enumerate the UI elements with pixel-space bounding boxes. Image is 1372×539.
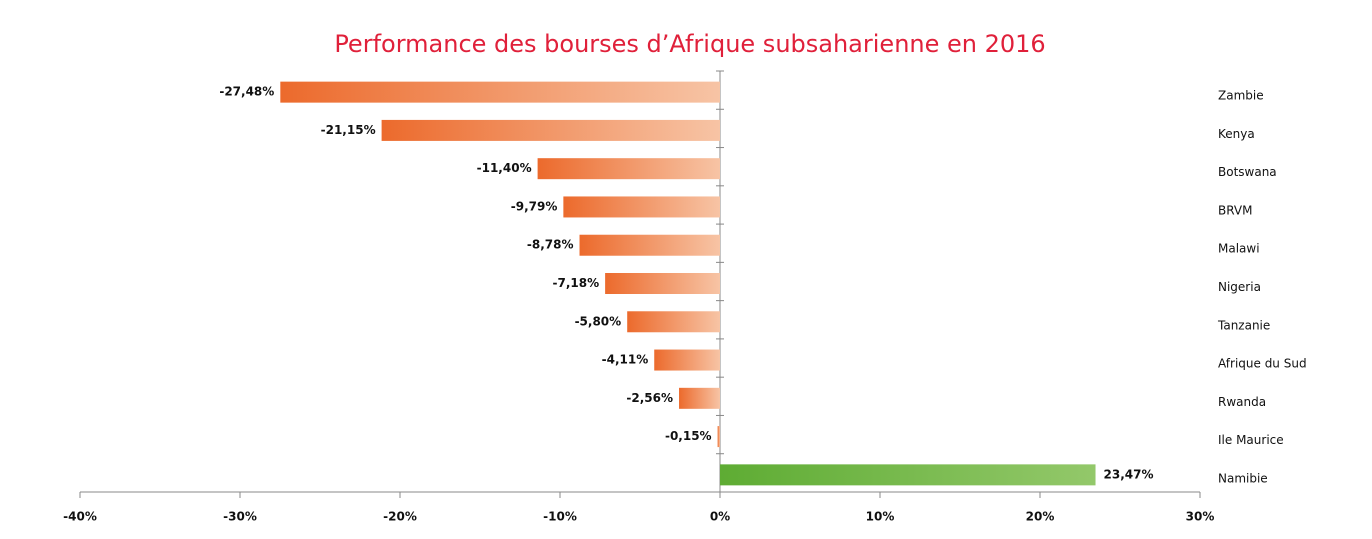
category-label: Botswana	[1218, 165, 1277, 179]
x-tick-label: -20%	[383, 510, 417, 524]
category-label: BRVM	[1218, 203, 1252, 217]
x-tick-label: 30%	[1186, 510, 1215, 524]
x-tick-label: -40%	[63, 510, 97, 524]
category-label: Nigeria	[1218, 280, 1261, 294]
x-tick-label: 20%	[1026, 510, 1055, 524]
value-label: -21,15%	[321, 123, 376, 137]
x-tick-label: 10%	[866, 510, 895, 524]
bar	[717, 426, 720, 448]
category-label: Rwanda	[1218, 395, 1266, 409]
category-label: Namibie	[1218, 471, 1268, 485]
bar	[627, 311, 720, 333]
x-tick-label: -10%	[543, 510, 577, 524]
category-label: Tanzanie	[1217, 318, 1270, 332]
bar	[579, 234, 720, 256]
value-label: -5,80%	[575, 314, 622, 328]
value-label: -9,79%	[511, 199, 558, 213]
value-label: -7,18%	[552, 276, 599, 290]
bar	[537, 158, 720, 180]
value-label: -27,48%	[219, 85, 274, 99]
value-label: -11,40%	[477, 161, 532, 175]
bar	[720, 464, 1096, 486]
value-label: -4,11%	[602, 353, 649, 367]
category-label: Afrique du Sud	[1218, 357, 1307, 371]
value-label: 23,47%	[1104, 467, 1154, 481]
category-label: Zambie	[1218, 89, 1264, 103]
category-label: Ile Maurice	[1218, 433, 1284, 447]
bar	[679, 387, 720, 409]
bar	[605, 273, 720, 294]
category-label: Malawi	[1218, 242, 1260, 256]
bar	[280, 81, 720, 103]
x-tick-label: 0%	[710, 510, 730, 524]
bar	[563, 196, 720, 218]
chart-title: Performance des bourses d’Afrique subsah…	[334, 30, 1045, 58]
value-label: -8,78%	[527, 238, 574, 252]
bar	[654, 349, 720, 371]
bar	[381, 119, 720, 141]
x-tick-label: -30%	[223, 510, 257, 524]
category-label: Kenya	[1218, 127, 1255, 141]
value-label: -0,15%	[665, 429, 712, 443]
value-label: -2,56%	[626, 391, 673, 405]
